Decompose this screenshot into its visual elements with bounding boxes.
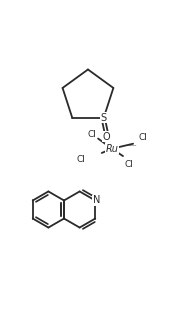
- Text: O: O: [103, 132, 110, 142]
- Text: N: N: [93, 196, 100, 205]
- Text: ——: ——: [125, 143, 137, 149]
- Text: Cl: Cl: [139, 133, 148, 142]
- Text: Cl: Cl: [87, 130, 96, 139]
- Text: Ru: Ru: [105, 144, 118, 154]
- Text: Cl: Cl: [76, 155, 85, 164]
- Text: Cl: Cl: [124, 160, 133, 169]
- Text: S: S: [101, 113, 107, 123]
